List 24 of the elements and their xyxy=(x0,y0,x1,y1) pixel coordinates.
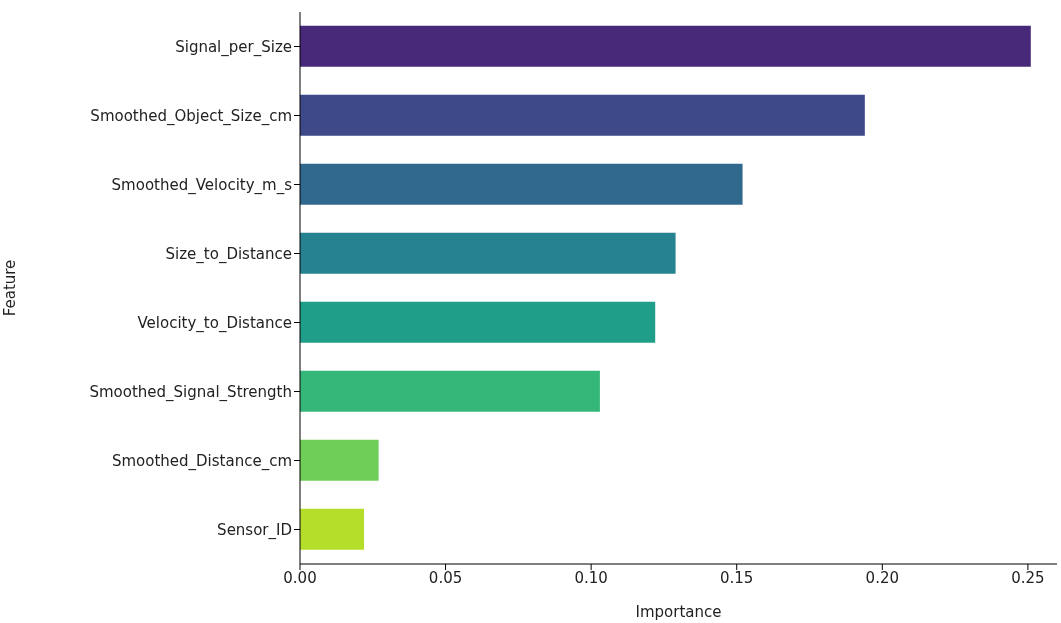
x-tick-label: 0.15 xyxy=(720,568,754,587)
x-tick-label: 0.20 xyxy=(865,568,900,587)
y-tick-label: Velocity_to_Distance xyxy=(137,313,292,333)
x-axis-title: Importance xyxy=(635,603,722,621)
y-tick-label: Smoothed_Object_Size_cm xyxy=(90,106,292,126)
bar xyxy=(300,25,1031,67)
bar xyxy=(300,301,656,343)
y-tick-label: Sensor_ID xyxy=(217,520,292,540)
y-tick-label: Smoothed_Distance_cm xyxy=(111,451,292,471)
x-tick-label: 0.10 xyxy=(574,568,608,587)
bar xyxy=(300,508,365,550)
x-tick-label: 0.25 xyxy=(1011,568,1045,587)
bar xyxy=(300,370,600,412)
y-tick-label: Smoothed_Signal_Strength xyxy=(89,382,292,402)
bar xyxy=(300,163,743,205)
y-tick-label: Smoothed_Velocity_m_s xyxy=(111,175,293,195)
bar xyxy=(300,439,379,481)
x-tick-label: 0.00 xyxy=(283,568,317,587)
y-axis-title: Feature xyxy=(1,259,20,317)
y-tick-label: Signal_per_Size xyxy=(175,37,292,57)
x-tick-label: 0.05 xyxy=(428,568,463,587)
y-tick-label: Size_to_Distance xyxy=(165,244,292,264)
bar xyxy=(300,232,676,274)
bar xyxy=(300,94,865,136)
